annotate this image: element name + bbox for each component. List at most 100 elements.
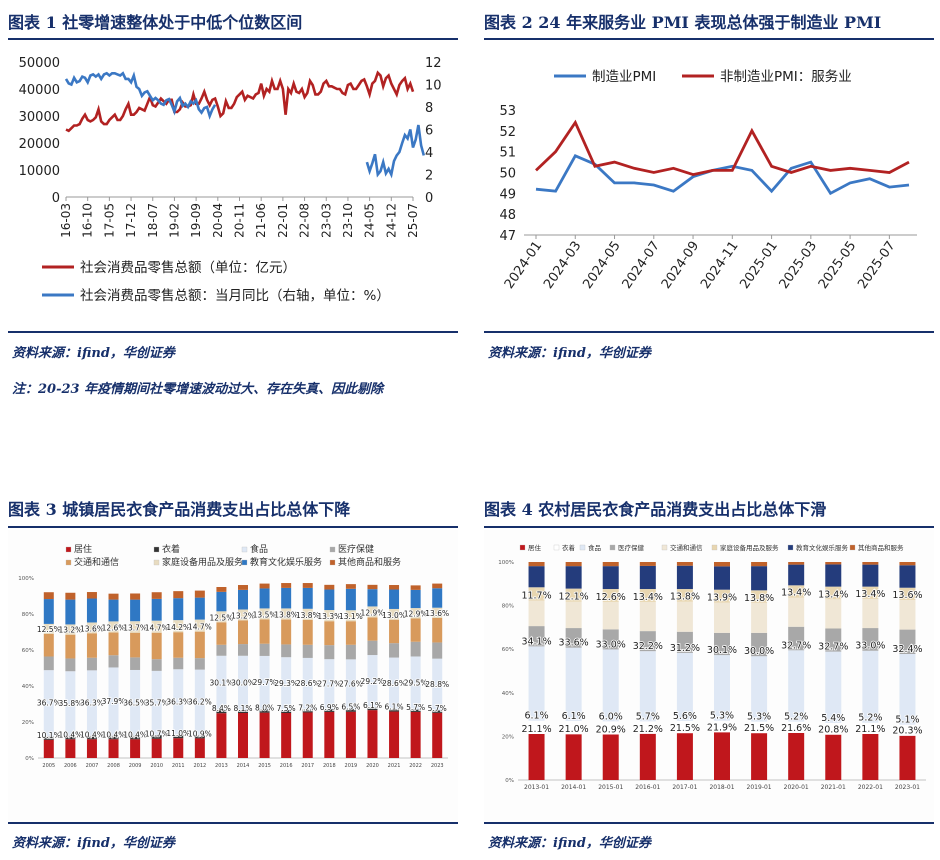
chart3-bar-segment xyxy=(389,643,400,658)
chart3-data-label: 36.3% xyxy=(80,699,104,708)
chart2-bottom-rule xyxy=(484,331,934,333)
chart3-bar-segment xyxy=(259,709,270,713)
chart3-title-rule xyxy=(8,526,458,528)
chart3-data-label: 27.6% xyxy=(339,680,363,689)
chart3-bar-segment xyxy=(367,606,378,618)
chart3-bar-segment xyxy=(324,589,335,611)
chart3-bar-segment xyxy=(432,617,443,643)
chart4-data-label: 32.7% xyxy=(781,640,811,651)
chart3-bar-segment xyxy=(367,710,378,758)
chart3-data-label: 6.9% xyxy=(320,703,339,712)
chart3-bar-segment xyxy=(281,644,292,658)
chart3-bar-segment xyxy=(86,592,97,599)
chart3-bar-segment xyxy=(367,655,378,708)
chart4-bar-segment xyxy=(899,562,916,566)
chart1-series-yoy-line-b xyxy=(365,124,426,179)
chart1-x-tick-label: 20-11 xyxy=(233,203,247,238)
chart3-bar-segment xyxy=(173,632,184,658)
chart3-bar-segment xyxy=(108,632,119,656)
chart1-x-tick-label: 22-08 xyxy=(298,203,312,238)
chart4-bar-segment xyxy=(862,562,879,565)
chart4-bar-segment xyxy=(639,733,656,780)
chart3-bar-segment xyxy=(86,622,97,634)
chart3-bar-segment xyxy=(410,585,421,590)
chart3-bar-segment xyxy=(432,710,443,713)
chart1-x-tick-label: 19-09 xyxy=(189,203,203,238)
chart4-bar-segment xyxy=(751,733,768,780)
chart1-x-tick-label: 25-07 xyxy=(406,203,420,238)
chart4-bar-segment xyxy=(825,599,842,629)
chart3-data-label: 6.1% xyxy=(363,701,382,710)
chart3-x-tick-label: 2012 xyxy=(193,763,206,769)
chart3-bar-segment xyxy=(432,583,443,589)
chart4-bar-segment xyxy=(825,651,842,723)
chart3-bar-segment xyxy=(281,657,292,710)
chart4-bar-segment xyxy=(788,732,805,780)
chart3-x-tick-label: 2021 xyxy=(388,763,401,769)
chart4-bar-segment xyxy=(528,720,545,735)
chart4-x-tick-label: 2016-01 xyxy=(635,784,660,791)
chart4-title-rule xyxy=(484,526,934,528)
chart2-x-tick-label: 2024-11 xyxy=(698,239,741,292)
chart4-bar-segment xyxy=(788,597,805,627)
chart3-y-tick-label: 40% xyxy=(22,684,34,690)
chart3-x-tick-label: 2005 xyxy=(42,763,55,769)
chart2-series-line-manufacturing xyxy=(535,154,910,196)
chart3-bar-segment xyxy=(302,619,313,645)
chart1-title-rule xyxy=(8,38,458,40)
chart3-bar-segment xyxy=(151,592,162,599)
chart4-data-label: 13.4% xyxy=(781,588,811,599)
chart4-x-tick-label: 2014-01 xyxy=(561,784,586,791)
chart3-bar-segment xyxy=(216,622,227,645)
chart3-bar-segment xyxy=(238,585,248,590)
chart4-bar-segment xyxy=(676,733,693,780)
chart4-bar-segment xyxy=(602,721,619,735)
chart3-bar-segment xyxy=(281,608,292,620)
chart3-x-tick-label: 2022 xyxy=(409,763,422,769)
chart3-data-label: 13.8% xyxy=(296,611,320,620)
chart3-bar-segment xyxy=(151,659,162,671)
chart3-bar-segment xyxy=(238,709,248,713)
chart4-data-label: 33.6% xyxy=(559,638,589,649)
chart4-data-label: 6.1% xyxy=(562,711,586,722)
chart3-bar-segment xyxy=(302,644,313,658)
chart4-data-label: 33.0% xyxy=(596,639,626,650)
chart3-bar-segment xyxy=(238,609,248,621)
chart1-sales-line-chart: 0 10000 20000 30000 40000 50000 0 2 4 6 8 10 12 16-03… xyxy=(19,56,442,304)
chart2-y-tick-label: 50 xyxy=(499,167,516,182)
chart4-bar-segment xyxy=(899,587,916,600)
chart3-data-label: 10.9% xyxy=(188,729,212,738)
chart2-x-tick-label: 2025-07 xyxy=(855,239,898,292)
chart4-bar-segment xyxy=(899,724,916,736)
chart3-data-label: 8.4% xyxy=(212,704,231,713)
chart3-bar-segment xyxy=(432,588,443,608)
chart3-bar-segment xyxy=(130,632,141,658)
chart4-data-label: 30.1% xyxy=(707,645,737,656)
chart4-bar-segment xyxy=(788,562,805,565)
chart3-x-tick-label: 2011 xyxy=(172,763,185,769)
chart3-bar-segment xyxy=(65,592,76,600)
chart3-bar-segment xyxy=(389,589,400,609)
chart3-bar-segment xyxy=(194,734,205,739)
chart4-bar-segment xyxy=(565,734,582,780)
chart4-data-label: 21.2% xyxy=(633,724,663,735)
chart2-legend-label: 制造业PMI xyxy=(592,69,656,85)
chart4-data-label: 13.8% xyxy=(744,593,774,604)
chart3-legend-swatch xyxy=(329,559,336,566)
chart4-data-label: 13.8% xyxy=(670,592,700,603)
chart4-y-tick-label: 60% xyxy=(502,647,514,653)
chart4-data-label: 5.7% xyxy=(636,711,660,722)
chart2-y-tick-label: 51 xyxy=(499,146,516,161)
chart3-bar-segment xyxy=(324,659,335,710)
chart3-bar-segment xyxy=(367,640,378,656)
chart3-bar-segment xyxy=(238,589,248,610)
chart2-title-rule xyxy=(484,38,934,40)
chart4-data-label: 5.3% xyxy=(747,712,771,723)
chart3-bar-segment xyxy=(130,735,141,740)
chart4-bar-segment xyxy=(676,652,693,721)
chart1-left-tick-label: 10000 xyxy=(19,164,60,179)
chart4-legend-swatch xyxy=(519,544,526,551)
chart4-y-tick-label: 100% xyxy=(498,560,514,566)
chart3-bar-segment xyxy=(324,584,335,590)
chart4-data-label: 5.1% xyxy=(895,715,919,726)
